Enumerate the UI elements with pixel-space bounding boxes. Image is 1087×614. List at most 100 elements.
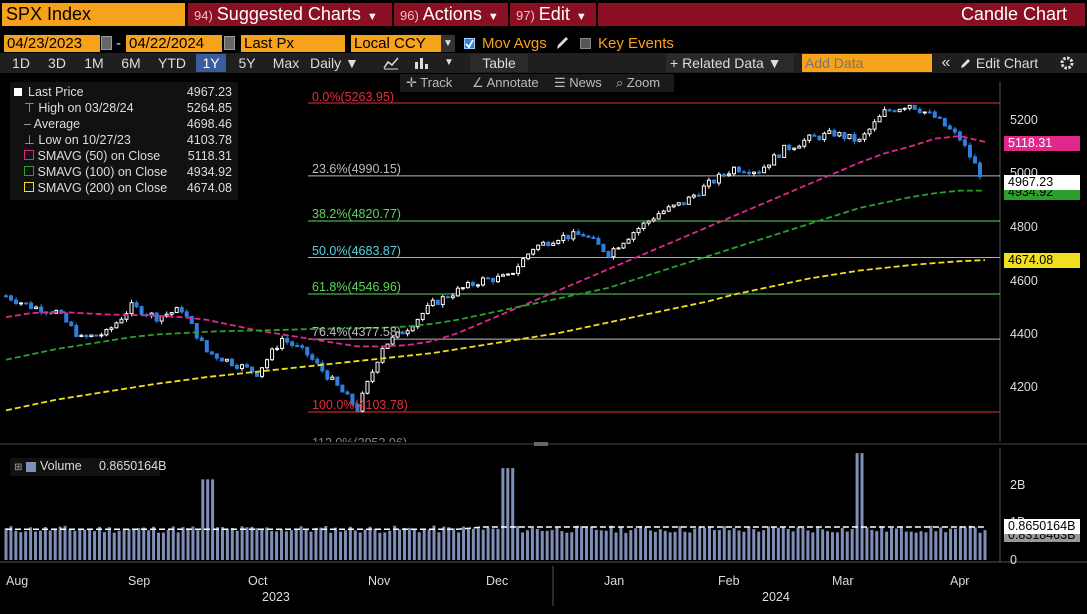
legend-toggle-icon[interactable]: ⊞: [14, 462, 23, 473]
volume-bar: [535, 528, 539, 560]
news-tool[interactable]: ☰ News: [554, 75, 602, 90]
table-button[interactable]: Table: [470, 54, 528, 72]
suggested-charts-button[interactable]: 94) Suggested Charts ▼: [188, 3, 392, 26]
frequency-label: Daily: [310, 55, 342, 71]
related-data-button[interactable]: + Related Data ▼: [666, 54, 794, 72]
candle-body: [842, 132, 847, 140]
volume-bar: [727, 530, 731, 560]
volume-bar: [43, 526, 47, 560]
annotate-tool[interactable]: ∠ Annotate: [472, 75, 539, 90]
volume-bar: [260, 529, 264, 560]
period-1y[interactable]: 1Y: [196, 54, 226, 72]
price-field-select[interactable]: Last Px: [241, 35, 345, 52]
volume-bar: [894, 528, 898, 560]
volume-bar: [919, 531, 923, 560]
candle-body: [792, 147, 797, 150]
legend-last-price[interactable]: Last Price: [14, 85, 84, 100]
legend-sma100[interactable]: SMAVG (100) on Close: [24, 165, 167, 180]
volume-bar: [137, 528, 141, 560]
volume-bar: [486, 527, 490, 560]
pencil-icon[interactable]: [555, 35, 569, 54]
volume-bar: [294, 529, 298, 560]
track-tool[interactable]: ✛ Track: [406, 75, 453, 90]
calendar-icon[interactable]: [224, 36, 235, 50]
bar-chart-icon[interactable]: [412, 55, 430, 74]
start-date-input[interactable]: 04/23/2023: [4, 35, 100, 52]
sma50-line[interactable]: [5, 135, 986, 348]
period-ytd[interactable]: YTD: [158, 55, 186, 71]
volume-bar: [93, 531, 97, 560]
sma200-line[interactable]: [5, 259, 986, 412]
legend-label: Low on 10/27/23: [38, 133, 131, 147]
volume-bar: [968, 525, 972, 560]
volume-bar: [220, 527, 224, 560]
frequency-select[interactable]: Daily ▼: [310, 55, 359, 71]
candle-body: [837, 132, 842, 137]
collapse-icon[interactable]: «: [941, 54, 951, 71]
key-events-checkbox[interactable]: [580, 38, 591, 49]
volume-bar: [452, 528, 456, 560]
edit-number: 97): [516, 8, 535, 23]
candle-body: [551, 242, 556, 246]
candle-body: [234, 365, 239, 369]
calendar-icon[interactable]: [101, 36, 112, 50]
candle-body: [977, 162, 982, 178]
news-label: News: [569, 75, 602, 90]
volume-bar: [762, 530, 766, 560]
period-1m[interactable]: 1M: [84, 55, 104, 71]
period-max[interactable]: Max: [272, 55, 300, 71]
gear-icon[interactable]: [1058, 54, 1076, 75]
legend-sma50[interactable]: SMAVG (50) on Close: [24, 149, 160, 164]
period-3d[interactable]: 3D: [48, 55, 66, 71]
volume-bar: [152, 526, 156, 560]
actions-button[interactable]: 96) Actions ▼: [394, 3, 508, 26]
edit-chart-button[interactable]: Edit Chart: [960, 54, 1054, 72]
currency-select[interactable]: Local CCY: [351, 35, 441, 52]
volume-bar: [343, 530, 347, 560]
volume-bar: [211, 479, 215, 560]
candle-body: [762, 166, 767, 174]
end-date-input[interactable]: 04/22/2024: [126, 35, 222, 52]
volume-bar: [708, 527, 712, 560]
volume-bar: [245, 527, 249, 560]
candle-body: [787, 144, 792, 150]
volume-bar: [594, 529, 598, 560]
price-chart[interactable]: [0, 82, 1087, 614]
chevron-down-icon[interactable]: ▼: [444, 57, 454, 68]
sma100-line[interactable]: [5, 189, 985, 361]
volume-bar: [776, 527, 780, 560]
panel-resize-handle[interactable]: [534, 442, 548, 446]
candle-body: [194, 323, 199, 339]
candle-body: [852, 134, 857, 142]
volume-bar: [358, 532, 362, 560]
edit-button[interactable]: 97) Edit ▼: [510, 3, 596, 26]
volume-bar: [496, 528, 500, 560]
candle-body: [330, 376, 335, 380]
line-chart-icon[interactable]: [382, 55, 400, 74]
month-label: Oct: [248, 574, 268, 588]
candle-body: [84, 334, 89, 338]
volume-bar: [88, 528, 92, 560]
mov-avgs-checkbox[interactable]: [464, 38, 475, 49]
legend-sma200[interactable]: SMAVG (200) on Close: [24, 181, 167, 196]
price-tick: 4800: [1010, 220, 1038, 234]
volume-bar: [270, 530, 274, 560]
month-label: Jan: [604, 574, 625, 588]
period-5y[interactable]: 5Y: [238, 55, 256, 71]
add-data-input[interactable]: [802, 54, 932, 72]
volume-bar: [83, 529, 87, 560]
volume-bar: [939, 527, 943, 560]
volume-bar: [771, 526, 775, 560]
candle-body: [862, 133, 867, 140]
period-6m[interactable]: 6M: [121, 55, 141, 71]
zoom-tool[interactable]: ⌕ Zoom: [616, 75, 661, 90]
related-data-label: + Related Data: [670, 55, 764, 71]
period-1d[interactable]: 1D: [12, 55, 30, 71]
volume-bar: [712, 530, 716, 560]
chevron-down-icon[interactable]: ▼: [441, 35, 455, 52]
candle-body: [400, 331, 405, 335]
ticker-field[interactable]: SPX Index: [2, 3, 185, 26]
volume-label: Volume: [40, 459, 82, 473]
candle-body: [601, 243, 606, 253]
candle-body: [109, 327, 114, 330]
